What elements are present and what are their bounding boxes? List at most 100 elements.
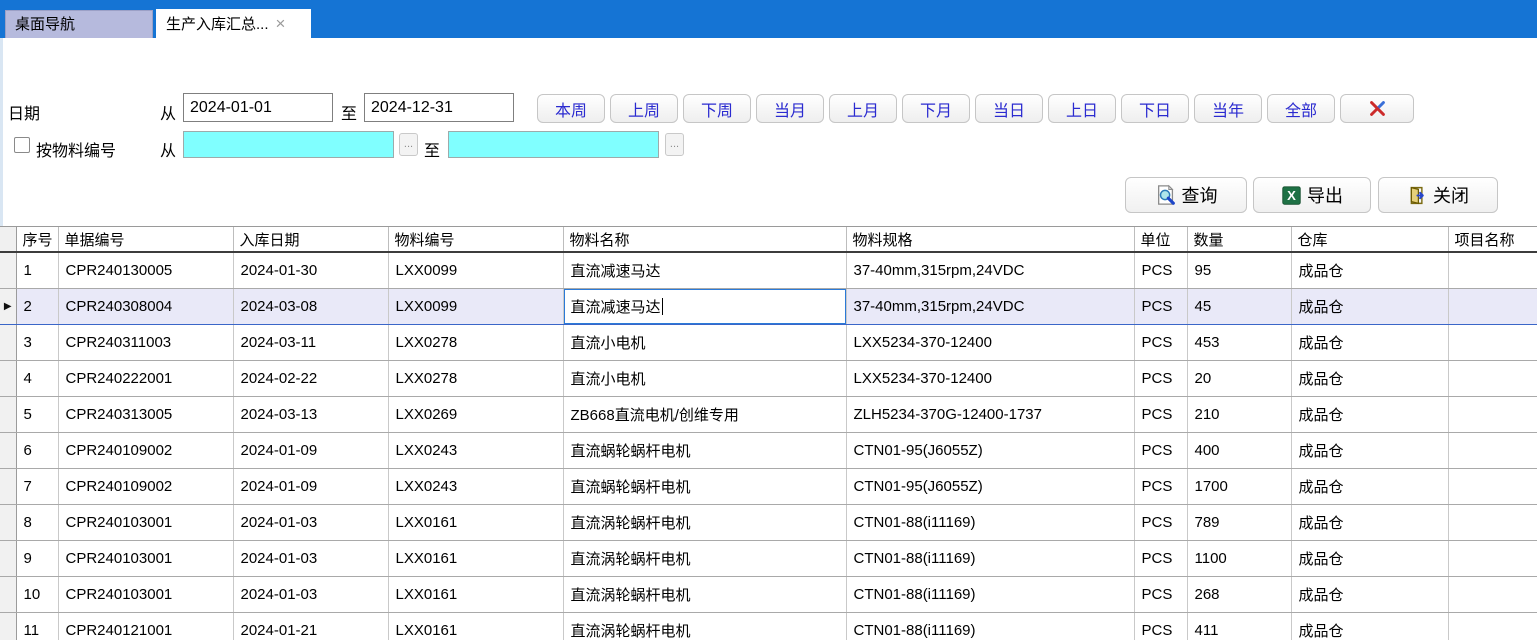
table-cell[interactable] [1448,324,1537,361]
export-button[interactable]: X 导出 [1253,177,1371,213]
table-cell[interactable]: CPR240109002 [58,432,234,469]
table-cell[interactable]: PCS [1134,432,1188,469]
table-cell[interactable]: LXX0099 [388,252,564,289]
table-cell[interactable]: ZLH5234-370G-12400-1737 [846,396,1135,433]
table-cell[interactable]: PCS [1134,324,1188,361]
table-cell[interactable]: 直流涡轮蜗杆电机 [563,576,847,613]
column-header[interactable]: 物料编号 [388,227,564,253]
quick-filter-button[interactable]: 当年 [1194,94,1262,123]
table-cell[interactable]: 2024-01-03 [233,504,389,541]
row-marker[interactable] [0,612,17,640]
table-cell[interactable]: LXX0161 [388,612,564,640]
table-cell[interactable]: PCS [1134,468,1188,505]
table-cell[interactable]: 8 [16,504,59,541]
quick-filter-button[interactable]: 上月 [829,94,897,123]
table-cell[interactable]: 6 [16,432,59,469]
table-cell[interactable]: 成品仓 [1291,576,1449,613]
date-from-input[interactable] [183,93,333,122]
table-cell[interactable]: CTN01-88(i11169) [846,504,1135,541]
material-to-input[interactable] [448,131,659,158]
tab-production-inbound-summary[interactable]: 生产入库汇总... × [156,9,311,38]
row-marker[interactable] [0,504,17,541]
table-cell[interactable]: 37-40mm,315rpm,24VDC [846,287,1135,325]
table-cell[interactable]: 2024-03-08 [233,287,389,325]
table-cell[interactable]: 37-40mm,315rpm,24VDC [846,252,1135,289]
table-cell[interactable]: 400 [1187,432,1292,469]
table-cell[interactable] [1448,576,1537,613]
date-to-input[interactable] [364,93,514,122]
table-cell[interactable] [1448,468,1537,505]
table-cell[interactable]: PCS [1134,504,1188,541]
quick-filter-button[interactable]: 全部 [1267,94,1335,123]
table-cell[interactable]: 2024-01-03 [233,576,389,613]
column-header[interactable]: 物料名称 [563,227,847,253]
table-cell[interactable]: 2024-03-11 [233,324,389,361]
row-marker[interactable] [0,396,17,433]
table-cell[interactable] [1448,432,1537,469]
column-header[interactable]: 入库日期 [233,227,389,253]
table-cell[interactable]: PCS [1134,252,1188,289]
table-cell[interactable]: 1100 [1187,540,1292,577]
tab-close-icon[interactable]: × [275,14,286,33]
table-cell[interactable]: LXX0278 [388,360,564,397]
table-cell[interactable]: 直流蜗轮蜗杆电机 [563,468,847,505]
query-button[interactable]: 查询 [1125,177,1247,213]
quick-filter-button[interactable]: 下日 [1121,94,1189,123]
table-cell[interactable]: 10 [16,576,59,613]
table-cell[interactable]: 45 [1187,287,1292,325]
table-cell[interactable]: 成品仓 [1291,324,1449,361]
table-cell[interactable]: 2024-03-13 [233,396,389,433]
table-cell[interactable]: 成品仓 [1291,432,1449,469]
table-cell[interactable]: 成品仓 [1291,540,1449,577]
table-cell[interactable]: 11 [16,612,59,640]
table-cell[interactable]: LXX0243 [388,468,564,505]
table-cell[interactable]: 411 [1187,612,1292,640]
material-from-browse-button[interactable]: ... [399,133,418,156]
table-cell[interactable]: 直流小电机 [563,360,847,397]
table-cell[interactable]: 4 [16,360,59,397]
table-cell[interactable]: 成品仓 [1291,468,1449,505]
table-cell[interactable]: 2024-01-09 [233,468,389,505]
table-cell[interactable]: 9 [16,540,59,577]
table-cell[interactable]: 成品仓 [1291,360,1449,397]
table-cell[interactable]: CTN01-88(i11169) [846,540,1135,577]
table-cell[interactable]: CTN01-88(i11169) [846,612,1135,640]
quick-filter-button[interactable]: 上日 [1048,94,1116,123]
table-cell[interactable]: CPR240313005 [58,396,234,433]
row-marker[interactable] [0,468,17,505]
table-cell[interactable]: CPR240308004 [58,287,234,325]
table-cell[interactable]: PCS [1134,576,1188,613]
table-cell[interactable]: CPR240130005 [58,252,234,289]
table-cell[interactable]: 直流减速马达 [563,252,847,289]
quick-filter-button[interactable]: 本周 [537,94,605,123]
table-cell[interactable]: CPR240222001 [58,360,234,397]
table-cell[interactable]: CPR240121001 [58,612,234,640]
row-marker[interactable] [0,432,17,469]
table-cell[interactable] [1448,287,1537,325]
table-cell[interactable]: 789 [1187,504,1292,541]
table-cell[interactable]: PCS [1134,540,1188,577]
column-header[interactable]: 序号 [16,227,59,253]
table-cell[interactable] [1448,360,1537,397]
table-cell[interactable]: 成品仓 [1291,396,1449,433]
quick-filter-button[interactable]: 下月 [902,94,970,123]
table-cell[interactable]: 268 [1187,576,1292,613]
table-cell[interactable]: CPR240109002 [58,468,234,505]
table-cell[interactable]: 2024-02-22 [233,360,389,397]
row-marker[interactable]: ▶ [0,287,17,325]
table-cell[interactable]: LXX0099 [388,287,564,325]
row-marker[interactable] [0,360,17,397]
table-cell[interactable]: CTN01-95(J6055Z) [846,468,1135,505]
table-cell[interactable]: 95 [1187,252,1292,289]
table-cell[interactable]: PCS [1134,396,1188,433]
table-cell[interactable]: 20 [1187,360,1292,397]
table-cell[interactable]: 直流涡轮蜗杆电机 [563,612,847,640]
table-cell[interactable]: CPR240103001 [58,576,234,613]
table-cell[interactable]: LXX0161 [388,540,564,577]
table-cell[interactable] [1448,540,1537,577]
material-to-browse-button[interactable]: ... [665,133,684,156]
table-cell[interactable]: 2024-01-09 [233,432,389,469]
column-header[interactable]: 仓库 [1291,227,1449,253]
column-header[interactable]: 单据编号 [58,227,234,253]
column-header[interactable]: 物料规格 [846,227,1135,253]
